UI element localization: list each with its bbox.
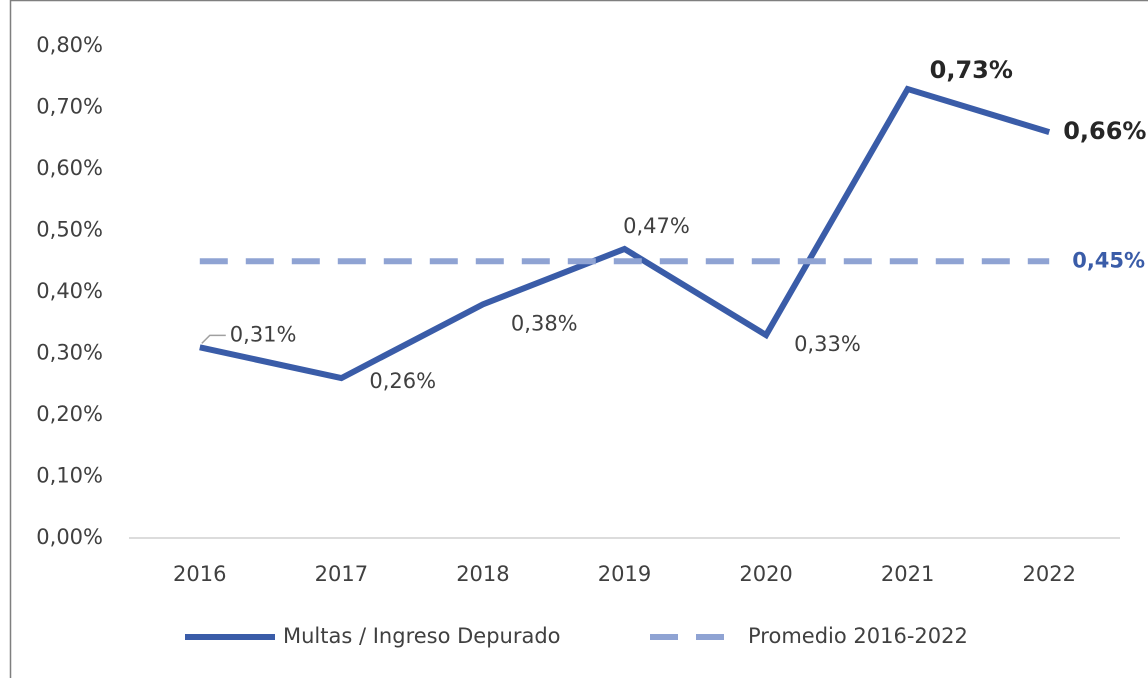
data-label: 0,47% — [623, 214, 690, 238]
data-label: 0,73% — [930, 56, 1013, 84]
leader-line — [201, 334, 226, 344]
legend-label: Multas / Ingreso Depurado — [283, 624, 561, 648]
y-tick-label: 0,30% — [36, 341, 103, 365]
data-label: 0,31% — [230, 322, 297, 346]
chart-border — [9, 0, 1148, 678]
data-line — [199, 85, 1051, 382]
y-tick-label: 0,00% — [36, 525, 103, 549]
x-tick-label: 2022 — [1022, 562, 1075, 586]
y-tick-label: 0,50% — [36, 218, 103, 242]
y-tick-label: 0,70% — [36, 95, 103, 119]
x-tick-label: 2021 — [881, 562, 934, 586]
x-tick-label: 2018 — [456, 562, 509, 586]
x-tick-label: 2020 — [739, 562, 792, 586]
y-tick-label: 0,80% — [36, 33, 103, 57]
x-tick-label: 2016 — [173, 562, 226, 586]
y-tick-label: 0,60% — [36, 156, 103, 180]
legend-label: Promedio 2016-2022 — [748, 624, 968, 648]
data-label: 0,33% — [794, 332, 861, 356]
data-label: 0,45% — [1072, 248, 1145, 272]
y-tick-label: 0,10% — [36, 464, 103, 488]
x-tick-label: 2019 — [598, 562, 651, 586]
data-label: 0,38% — [511, 311, 578, 335]
y-tick-label: 0,40% — [36, 279, 103, 303]
data-label: 0,66% — [1063, 117, 1146, 145]
data-label: 0,26% — [369, 369, 436, 393]
x-tick-label: 2017 — [315, 562, 368, 586]
y-tick-label: 0,20% — [36, 402, 103, 426]
